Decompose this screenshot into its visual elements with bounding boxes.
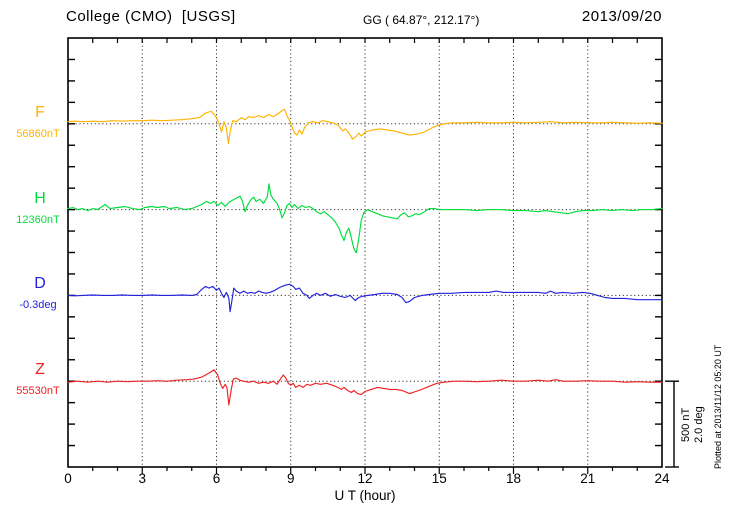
series-label-D: D [34,275,46,293]
x-tick-label: 9 [286,471,295,486]
geographic-coordinates: GG ( 64.87°, 212.17°) [363,13,480,27]
trace-Z [67,369,663,406]
plot-date: 2013/09/20 [581,8,662,25]
plotted-at-note: Plotted at 2013/11/12 05:20 UT [713,344,723,469]
series-label-Z: Z [35,361,45,379]
x-tick-label: 6 [212,471,221,486]
series-baseline-F: 56860nT [16,127,60,140]
x-axis-label: U T (hour) [334,488,396,503]
x-tick-label: 18 [505,471,522,486]
x-tick-label: 15 [431,471,447,486]
x-tick-label: 3 [138,471,146,486]
series-label-H: H [34,189,46,207]
series-baseline-D: -0.3deg [19,299,57,312]
station-title: College (CMO) [USGS] [66,8,236,25]
scale-bar-nt-label: 500 nT [680,407,692,443]
x-tick-label: 12 [357,471,373,486]
series-label-F: F [35,103,45,121]
trace-H [67,183,663,254]
series-baseline-H: 12360nT [16,213,60,226]
x-tick-label: 0 [64,471,72,486]
x-tick-label: 21 [580,471,596,486]
series-baseline-Z: 55530nT [16,385,60,398]
trace-D [67,283,663,313]
scale-bar-deg-label: 2.0 deg [693,406,705,444]
x-tick-label: 24 [654,471,670,486]
trace-F [67,108,663,144]
